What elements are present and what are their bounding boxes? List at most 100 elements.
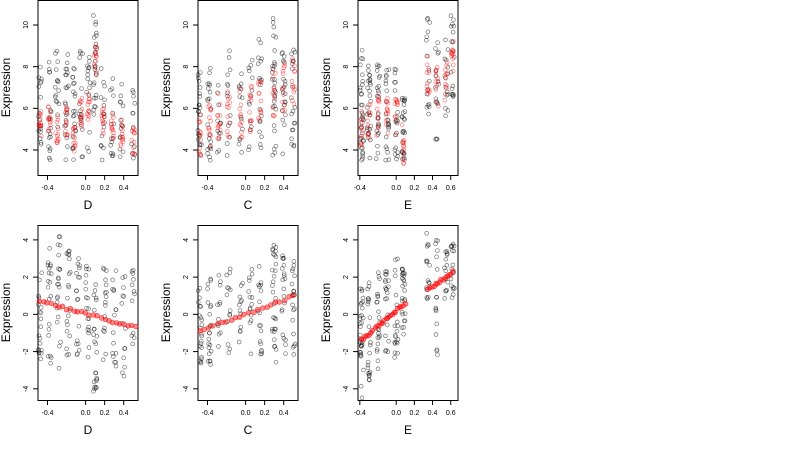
observed-point (289, 136, 294, 142)
fitted-point (197, 328, 203, 334)
observed-point (292, 105, 298, 110)
fitted-point (79, 99, 84, 105)
observed-point (47, 246, 52, 251)
fitted-point (375, 110, 381, 116)
observed-point (56, 88, 61, 93)
fitted-point (120, 134, 126, 140)
observed-point (84, 89, 89, 95)
observed-point (383, 278, 388, 283)
fitted-point (247, 110, 252, 115)
fitted-point (37, 124, 42, 130)
fitted-point (85, 117, 91, 122)
observed-point (110, 136, 116, 141)
observed-point (386, 339, 391, 344)
observed-point (92, 327, 97, 332)
x-axis-title: C (244, 423, 253, 437)
fitted-point (435, 79, 441, 85)
y-tick-label: 10 (343, 21, 350, 29)
fitted-point (443, 76, 449, 81)
observed-point (448, 276, 454, 282)
observed-point (99, 133, 105, 139)
y-axis-title: Expression (319, 283, 333, 342)
observed-point (53, 98, 59, 104)
fitted-point (282, 63, 287, 69)
observed-point (91, 112, 97, 117)
x-tick-label: 0.2 (100, 410, 110, 417)
observed-point (425, 278, 431, 283)
observed-point (65, 295, 70, 301)
observed-point (383, 333, 388, 339)
observed-point (225, 90, 230, 96)
observed-point (395, 118, 400, 124)
observed-point (384, 99, 389, 105)
observed-point (247, 275, 252, 280)
y-tick-label: 10 (23, 21, 30, 29)
fitted-point (258, 109, 264, 114)
observed-point (198, 112, 203, 118)
fitted-point (132, 151, 137, 157)
observed-point (450, 29, 456, 35)
fitted-point (132, 127, 137, 132)
observed-point (249, 267, 255, 272)
fitted-point (433, 87, 439, 92)
observed-point (444, 249, 450, 254)
observed-point (207, 358, 213, 364)
fitted-point (384, 107, 390, 112)
observed-point (122, 364, 127, 370)
observed-point (377, 276, 382, 281)
fitted-point (399, 122, 405, 127)
observed-point (365, 362, 371, 368)
observed-point (427, 280, 432, 286)
fitted-point (237, 122, 243, 127)
observed-point (358, 352, 363, 357)
observed-point (79, 112, 84, 117)
observed-point (46, 59, 52, 65)
fitted-point (248, 98, 254, 103)
observed-point (281, 77, 286, 82)
y-tick-label: 2 (23, 275, 30, 279)
observed-point (62, 123, 67, 129)
observed-point (281, 271, 287, 276)
observed-point (197, 295, 202, 301)
observed-point (434, 99, 439, 104)
observed-point (237, 328, 243, 334)
fitted-point (72, 149, 77, 154)
fitted-point (400, 140, 406, 146)
observed-point (375, 64, 380, 70)
observed-point (292, 343, 297, 349)
fitted-point (129, 322, 135, 329)
y-tick-label: 2 (343, 275, 350, 279)
observed-point (273, 316, 279, 322)
y-tick-label: 4 (183, 148, 190, 152)
fitted-point (376, 97, 382, 103)
fitted-point (450, 62, 456, 68)
x-tick-label: 0.2 (409, 410, 419, 417)
observed-point (64, 251, 70, 256)
observed-point (75, 296, 81, 302)
observed-point (103, 282, 109, 288)
observed-point (374, 349, 380, 354)
observed-point (376, 274, 382, 279)
observed-point (292, 49, 298, 55)
fitted-point (272, 299, 279, 305)
fitted-point (238, 135, 244, 140)
x-tick-label: 0.4 (279, 185, 289, 192)
observed-point (359, 135, 364, 141)
observed-point (101, 111, 106, 117)
observed-point (38, 123, 44, 129)
fitted-point (64, 107, 70, 112)
observed-point (383, 348, 389, 353)
fitted-point (86, 108, 91, 114)
observed-point (225, 141, 230, 146)
observed-point (383, 157, 388, 163)
observed-point (207, 132, 213, 137)
fitted-point (238, 123, 244, 128)
observed-point (65, 322, 70, 327)
observed-point (94, 30, 99, 36)
fitted-point (93, 49, 98, 55)
fitted-point (217, 121, 223, 127)
observed-point (443, 288, 449, 294)
observed-point (436, 81, 441, 87)
observed-point (87, 80, 93, 86)
fitted-point (433, 79, 439, 84)
